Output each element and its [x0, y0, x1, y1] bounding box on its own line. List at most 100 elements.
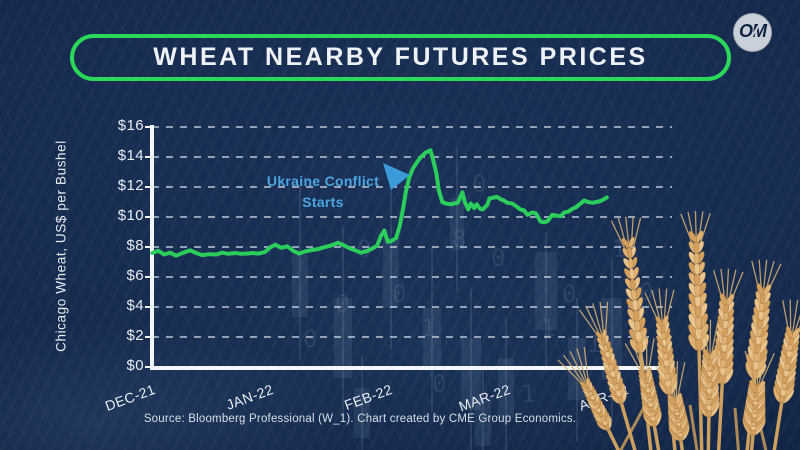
source-note: Source: Bloomberg Professional (W_1). Ch… [143, 413, 577, 425]
background-digit: 0 [472, 170, 486, 198]
wheat-grain [784, 356, 792, 372]
wheat-grain [638, 378, 649, 390]
wheat-grain [774, 379, 785, 397]
wheat-grain [662, 347, 669, 361]
background-digit: 0 [639, 278, 653, 306]
wheat-grain [714, 344, 725, 361]
wheat-grain [614, 384, 622, 398]
wheat-grain [646, 390, 653, 403]
wheat-grain [629, 338, 641, 354]
wheat-stem [733, 407, 740, 450]
wheat-grain [746, 353, 757, 371]
wheat-grain [648, 384, 656, 399]
wheat-stem [635, 321, 653, 450]
annotation-line2: Starts [302, 194, 344, 210]
wheat-awn [782, 300, 792, 344]
wheat-grain [601, 328, 608, 340]
wheat-grain [699, 384, 711, 401]
wheat-grain [715, 329, 726, 345]
wheat-grain [708, 389, 720, 406]
wheat-grain [661, 334, 668, 347]
wheat-grain [788, 345, 799, 359]
wheat-grain [598, 343, 607, 353]
wheat-grain [641, 399, 653, 413]
wheat-grain [675, 417, 683, 434]
wheat-stem [614, 381, 637, 450]
wheat-grain [717, 307, 727, 322]
candle-body [535, 252, 557, 330]
wheat-awn [680, 213, 698, 256]
wheat-grain [759, 315, 770, 330]
wheat-grain [628, 328, 640, 343]
wheat-grain [619, 388, 628, 404]
wheat-grain [789, 339, 800, 352]
wheat-grain [708, 400, 720, 418]
wheat-grain [784, 331, 792, 346]
wheat-awn [604, 301, 609, 346]
wheat-grain [672, 399, 680, 413]
wheat-grain [758, 323, 770, 338]
wheat-grain [693, 240, 700, 254]
wheat-grain [667, 397, 677, 410]
wheat-grain [719, 292, 728, 306]
wheat-grain [720, 337, 728, 353]
wheat-awn [675, 361, 686, 406]
background-digit: 1 [541, 314, 555, 342]
wheat-grain [750, 321, 760, 338]
wheat-grain [589, 385, 595, 397]
wheat-grain [756, 339, 769, 355]
wheat-grain [609, 366, 616, 379]
wheat-grain [719, 352, 728, 369]
wheat-grain [693, 271, 701, 286]
wheat-awn [644, 292, 664, 333]
wheat-grain [679, 419, 690, 438]
wheat-grain [595, 396, 602, 409]
price-line [150, 148, 609, 258]
wheat-grain [644, 377, 650, 389]
wheat-grain [599, 349, 609, 360]
wheat-grain [709, 353, 718, 367]
wheat-awn [592, 303, 606, 346]
annotation-line1: Ukraine Conflict [266, 173, 380, 189]
wheat-grain [621, 237, 630, 249]
wheat-grain [708, 379, 719, 395]
wheat-awn [563, 354, 590, 392]
wheat-grain [580, 385, 591, 393]
wheat-grain [644, 381, 651, 394]
wheat-grain [584, 393, 595, 402]
wheat-grain [655, 322, 664, 334]
candle-body [334, 298, 352, 378]
wheat-awn [662, 289, 675, 333]
wheat-grain [782, 381, 796, 398]
wheat-grain [716, 322, 726, 337]
wheat-awn [557, 359, 590, 392]
wheat-grain [633, 317, 641, 333]
wheat-grain [633, 286, 642, 301]
wheat-grain [658, 373, 670, 389]
wheat-grain [756, 322, 763, 338]
wheat-grain [606, 354, 612, 366]
wheat-awn [610, 220, 631, 261]
wheat-grain [772, 385, 784, 403]
wheat-grain [706, 363, 713, 378]
wheat-grain [649, 411, 657, 427]
wheat-grain [719, 359, 727, 377]
wheat-grain [594, 402, 602, 414]
wheat-grain [776, 367, 787, 384]
wheat-stem [599, 413, 621, 450]
background-digit: 0 [491, 244, 505, 272]
wheat-grain [760, 299, 771, 313]
wheat-grain [724, 315, 735, 330]
wheat-grain [723, 338, 735, 353]
wheat-grain [749, 416, 758, 436]
wheat-grain [693, 251, 700, 265]
wheat-grain [667, 400, 678, 413]
wheat-grain [705, 384, 713, 401]
y-tick-label: $2 [126, 327, 144, 344]
wheat-grain [697, 292, 708, 308]
wheat-grain [668, 378, 678, 395]
wheat-grain [603, 334, 610, 346]
background-digit: 0 [357, 235, 371, 263]
wheat-grain [649, 393, 658, 408]
wheat-awn [629, 217, 642, 261]
